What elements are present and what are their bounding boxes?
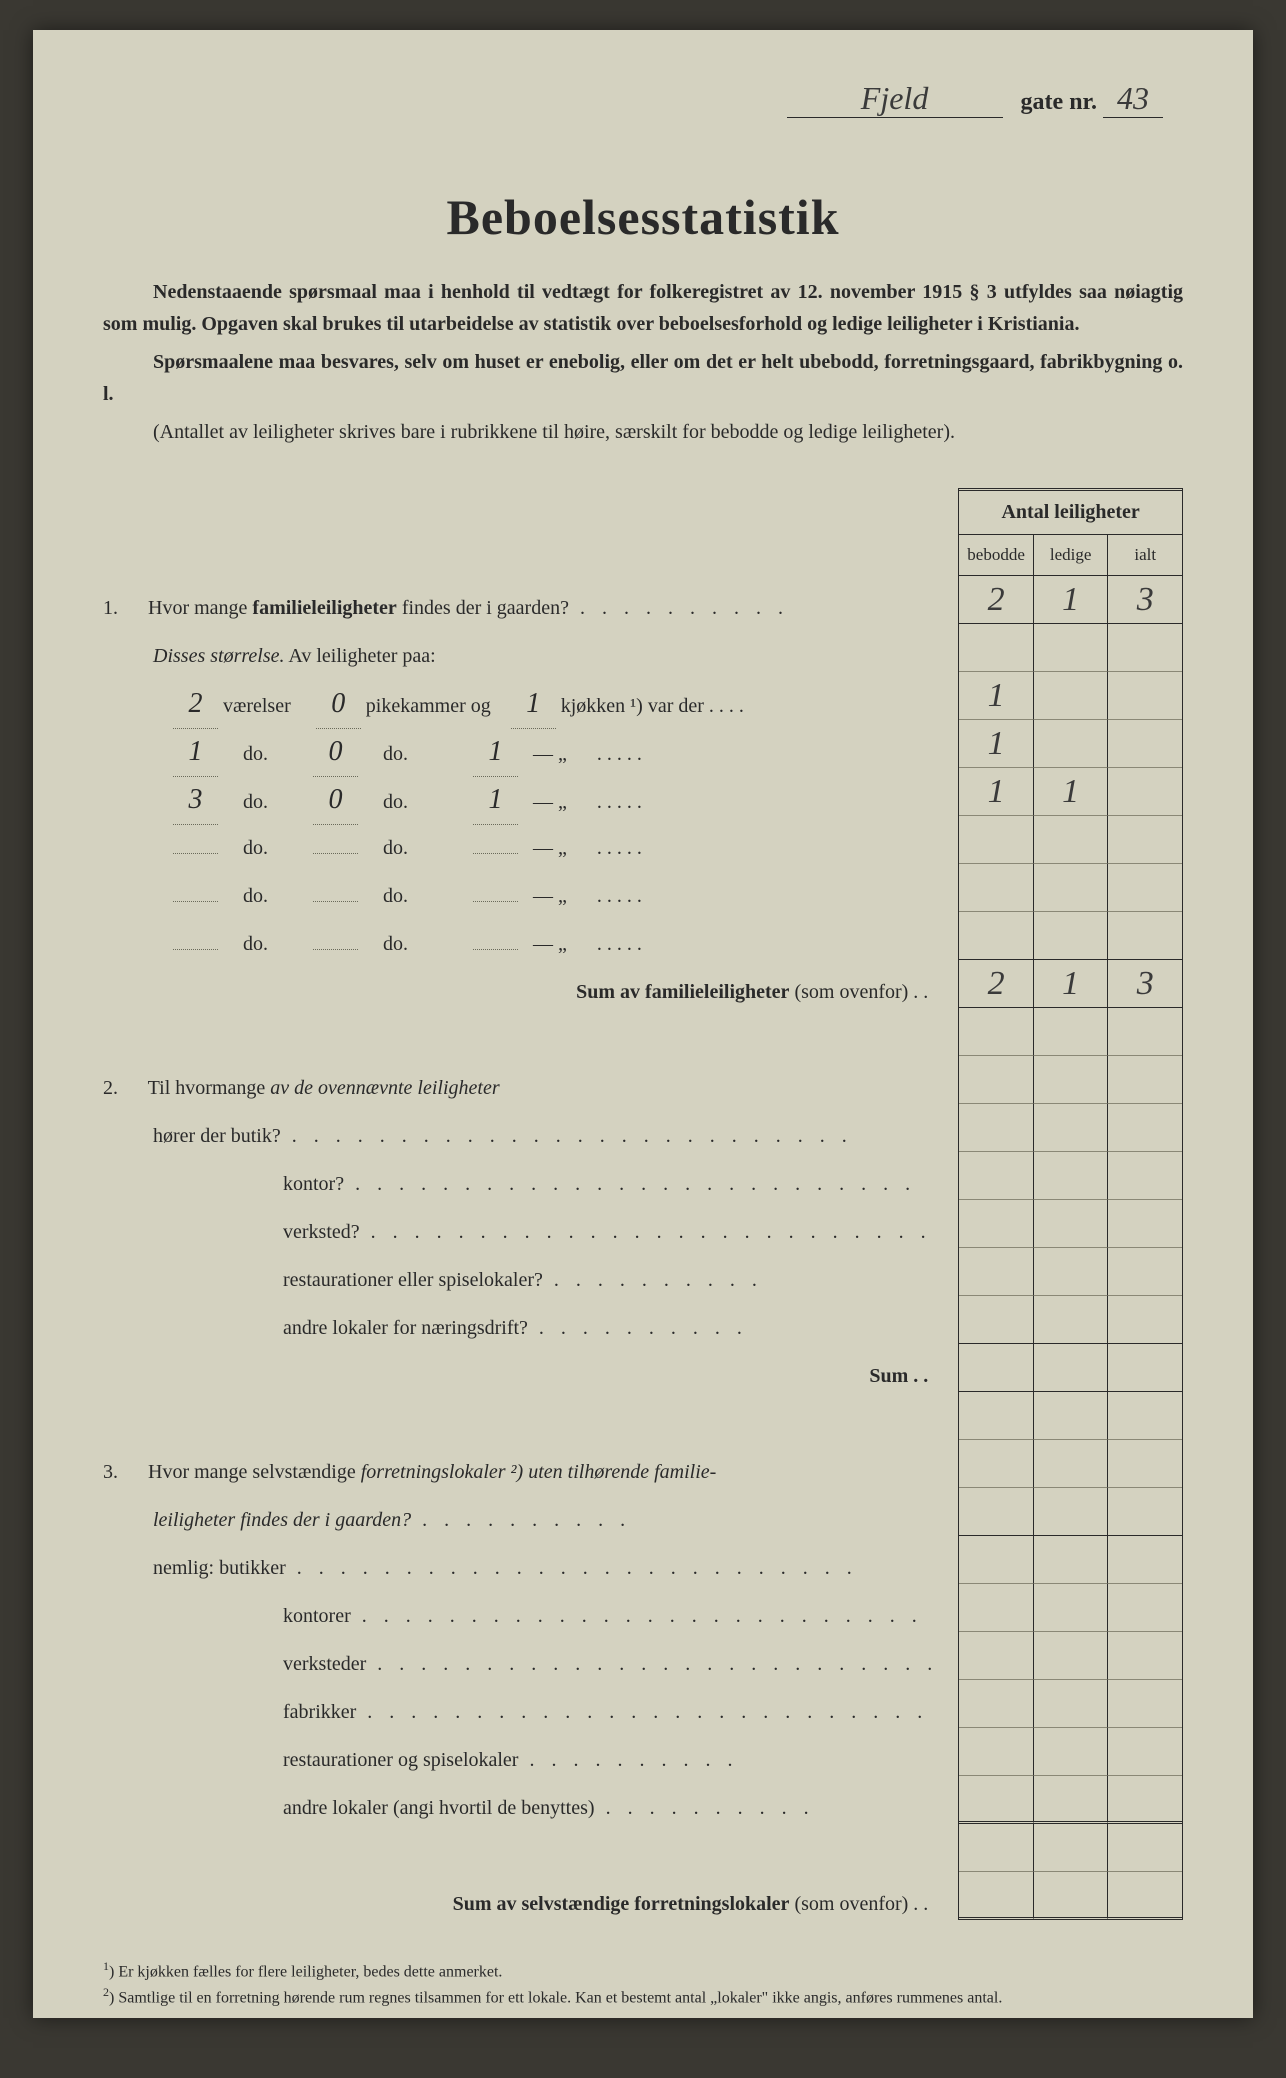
intro-p3: (Antallet av leiligheter skrives bare i … bbox=[103, 416, 1183, 448]
q3-ans-main bbox=[959, 1488, 1182, 1536]
q1-line: 1. Hvor mange familieleiligheter findes … bbox=[103, 584, 938, 632]
col-bebodde: bebodde bbox=[959, 535, 1034, 575]
q2-sub-4: restaurationer eller spiselokaler? bbox=[103, 1256, 938, 1304]
intro-p1: Nedenstaaende spørsmaal maa i henhold ti… bbox=[103, 276, 1183, 340]
size-ans-6 bbox=[959, 912, 1182, 960]
q3-sum-line: Sum av selvstændige forretningslokaler (… bbox=[103, 1880, 938, 1928]
q3-line-2: leiligheter findes der i gaarden? bbox=[103, 1496, 938, 1544]
size-ans-1: 1 bbox=[959, 672, 1182, 720]
q2-ans-3 bbox=[959, 1200, 1182, 1248]
q3-ans-6 bbox=[959, 1776, 1182, 1824]
q1-sum-line: Sum av familieleiligheter (som ovenfor) … bbox=[103, 968, 938, 1016]
q3-sub-4: fabrikker bbox=[103, 1688, 938, 1736]
size-ans-3: 11 bbox=[959, 768, 1182, 816]
q3-ans-1 bbox=[959, 1536, 1182, 1584]
q2-sub-2: kontor? bbox=[103, 1160, 938, 1208]
content-wrap: 1. Hvor mange familieleiligheter findes … bbox=[103, 488, 1183, 1928]
size-row-6: do. do. — „ . . . . . bbox=[103, 920, 938, 968]
q2-sub-5: andre lokaler for næringsdrift? bbox=[103, 1304, 938, 1352]
footnotes: 1) Er kjøkken fælles for flere leilighet… bbox=[103, 1958, 1183, 2009]
q2-sum-row bbox=[959, 1344, 1182, 1392]
size-row-2: 1 do. 0 do. 1 — „ . . . . . bbox=[103, 728, 938, 776]
q1-disses: Disses størrelse. Av leiligheter paa: bbox=[103, 632, 938, 680]
col-ledige: ledige bbox=[1034, 535, 1109, 575]
q3-sub-6: andre lokaler (angi hvortil de benyttes) bbox=[103, 1784, 938, 1832]
q3-sub-5: restaurationer og spiselokaler bbox=[103, 1736, 938, 1784]
q2-sub-3: verksted? bbox=[103, 1208, 938, 1256]
q2-ans-1 bbox=[959, 1104, 1182, 1152]
blank-row bbox=[959, 1440, 1182, 1488]
q3-ans-2 bbox=[959, 1584, 1182, 1632]
size-row-3: 3 do. 0 do. 1 — „ . . . . . bbox=[103, 776, 938, 824]
footnote-1: 1) Er kjøkken fælles for flere leilighet… bbox=[103, 1958, 1183, 1984]
q3-sum-row bbox=[959, 1872, 1182, 1920]
q3-line-1: 3. Hvor mange selvstændige forretningslo… bbox=[103, 1448, 938, 1496]
q3-ans-4 bbox=[959, 1680, 1182, 1728]
q1-ans-row: 2 1 3 bbox=[959, 576, 1182, 624]
table-subhead: bebodde ledige ialt bbox=[959, 535, 1182, 576]
size-ans-4 bbox=[959, 816, 1182, 864]
blank-row bbox=[959, 1824, 1182, 1872]
size-row-5: do. do. — „ . . . . . bbox=[103, 872, 938, 920]
blank-row bbox=[959, 1392, 1182, 1440]
q3-sub-1: nemlig: butikker bbox=[103, 1544, 938, 1592]
col-ialt: ialt bbox=[1108, 535, 1182, 575]
q3-ans-3 bbox=[959, 1632, 1182, 1680]
q2-sum: Sum . . bbox=[103, 1352, 938, 1400]
size-row-1: 2 værelser 0 pikekammer og 1 kjøkken ¹) … bbox=[103, 680, 938, 728]
gate-nr-field: 43 bbox=[1103, 80, 1163, 118]
intro-p2: Spørsmaalene maa besvares, selv om huset… bbox=[103, 346, 1183, 410]
size-row-4: do. do. — „ . . . . . bbox=[103, 824, 938, 872]
page-title: Beboelsesstatistik bbox=[103, 188, 1183, 246]
street-name-field: Fjeld bbox=[787, 80, 1003, 118]
q3-ans-5 bbox=[959, 1728, 1182, 1776]
header-line: Fjeld gate nr. 43 bbox=[103, 80, 1183, 118]
questions-column: 1. Hvor mange familieleiligheter findes … bbox=[103, 488, 958, 1928]
intro-text: Nedenstaaende spørsmaal maa i henhold ti… bbox=[103, 276, 1183, 448]
q2-ans-5 bbox=[959, 1296, 1182, 1344]
size-ans-2: 1 bbox=[959, 720, 1182, 768]
blank-row bbox=[959, 624, 1182, 672]
q2-ans-2 bbox=[959, 1152, 1182, 1200]
blank-row bbox=[959, 1056, 1182, 1104]
blank-row bbox=[959, 1008, 1182, 1056]
q2-sub-1: hører der butik? bbox=[103, 1112, 938, 1160]
document-page: Fjeld gate nr. 43 Beboelsesstatistik Ned… bbox=[33, 30, 1253, 2018]
q3-sub-2: kontorer bbox=[103, 1592, 938, 1640]
gate-label: gate nr. bbox=[1021, 89, 1097, 115]
size-ans-5 bbox=[959, 864, 1182, 912]
footnote-2: 2) Samtlige til en forretning hørende ru… bbox=[103, 1984, 1183, 2010]
table-title: Antal leiligheter bbox=[959, 488, 1182, 535]
q2-line: 2. Til hvormange av de ovennævnte leilig… bbox=[103, 1064, 938, 1112]
q3-sub-3: verksteder bbox=[103, 1640, 938, 1688]
q1-sum-row: 2 1 3 bbox=[959, 960, 1182, 1008]
q2-ans-4 bbox=[959, 1248, 1182, 1296]
counts-table: Antal leiligheter bebodde ledige ialt 2 … bbox=[958, 488, 1183, 1920]
